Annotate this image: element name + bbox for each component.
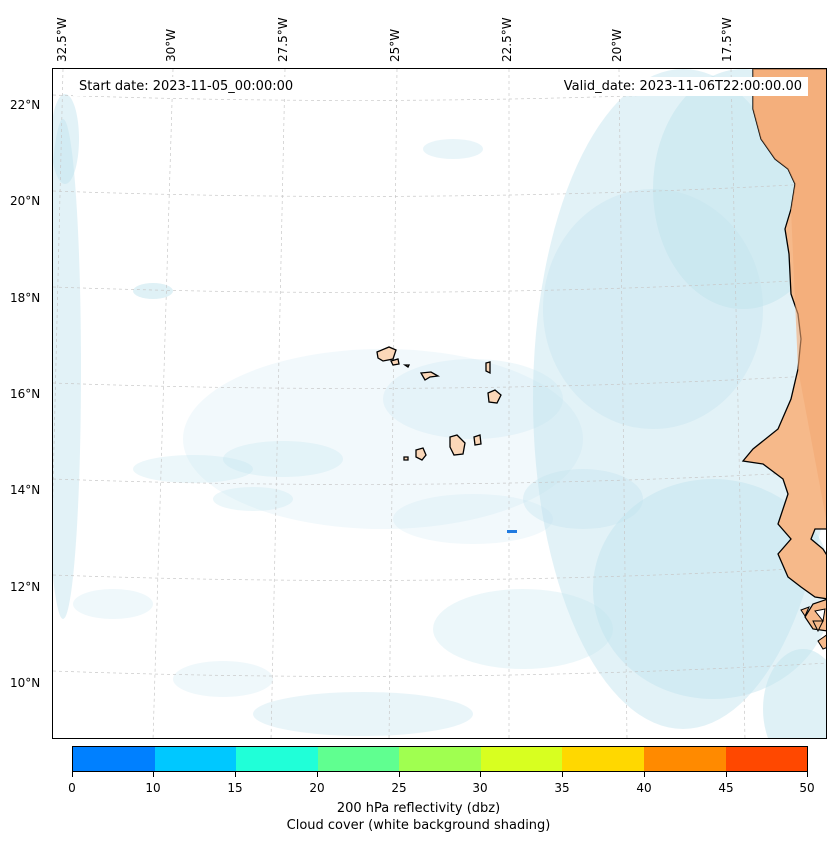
colorbar-label-reflectivity: 200 hPa reflectivity (dbz)	[336, 801, 501, 816]
lon-label-30w: 30°W	[164, 28, 178, 62]
colorbar-segment-0-10	[73, 747, 155, 771]
reflectivity-colorbar	[72, 746, 808, 772]
lon-label-25w: 25°W	[388, 28, 402, 62]
island-santa-luzia	[402, 364, 411, 368]
start-date-label: Start date: 2023-11-05_00:00:00	[73, 77, 300, 96]
colorbar-tick-10: 10	[145, 781, 161, 795]
colorbar-tick-50: 50	[799, 781, 815, 795]
lat-label-14n: 14°N	[10, 483, 41, 497]
colorbar-tick-35: 35	[554, 781, 570, 795]
colorbar-segment-35-40	[562, 747, 644, 771]
island-brava	[403, 456, 409, 461]
lon-label-17-5w: 17.5°W	[720, 17, 734, 62]
island-sao-nicolau	[419, 371, 441, 381]
island-santo-antao	[376, 346, 397, 362]
colorbar-segment-20-25	[317, 747, 400, 771]
colorbar-tick-25: 25	[391, 781, 407, 795]
colorbar-tick-30: 30	[472, 781, 488, 795]
map-canvas	[53, 69, 826, 738]
colorbar-segment-45-50	[725, 747, 808, 771]
island-sao-vicente	[390, 358, 400, 366]
lat-label-16n: 16°N	[10, 387, 41, 401]
colorbar-segment-30-35	[480, 747, 563, 771]
lat-label-20n: 20°N	[10, 194, 41, 208]
lon-label-32-5w: 32.5°W	[55, 17, 69, 62]
lat-label-18n: 18°N	[10, 291, 41, 305]
lat-label-22n: 22°N	[10, 98, 41, 112]
cabo-verde-islands	[376, 346, 502, 461]
lat-label-10n: 10°N	[10, 676, 41, 690]
island-maio	[473, 434, 482, 446]
lon-label-20w: 20°W	[610, 28, 624, 62]
colorbar-label-cloud-cover: Cloud cover (white background shading)	[286, 818, 551, 833]
valid-date-label: Valid_date: 2023-11-06T22:00:00.00	[557, 77, 808, 96]
africa-coastline	[741, 69, 826, 650]
colorbar-tick-45: 45	[718, 781, 734, 795]
colorbar-segment-10-15	[154, 747, 237, 771]
graticule	[53, 69, 826, 738]
colorbar-segment-15-20	[236, 747, 318, 771]
colorbar-segment-40-45	[643, 747, 726, 771]
reflectivity-cell	[507, 530, 517, 533]
colorbar-tick-40: 40	[636, 781, 652, 795]
map-area[interactable]: Start date: 2023-11-05_00:00:00 Valid_da…	[52, 68, 827, 739]
colorbar-segment-25-30	[399, 747, 481, 771]
lat-label-12n: 12°N	[10, 580, 41, 594]
lon-label-22-5w: 22.5°W	[500, 17, 514, 62]
colorbar-tick-20: 20	[309, 781, 325, 795]
cloud-cover-shading	[53, 69, 826, 738]
island-sal	[485, 361, 491, 375]
colorbar-tick-0: 0	[68, 781, 76, 795]
lon-label-27-5w: 27.5°W	[276, 17, 290, 62]
island-santiago	[449, 434, 466, 456]
colorbar-tick-15: 15	[227, 781, 243, 795]
island-boa-vista	[487, 389, 502, 404]
island-fogo	[415, 447, 427, 461]
